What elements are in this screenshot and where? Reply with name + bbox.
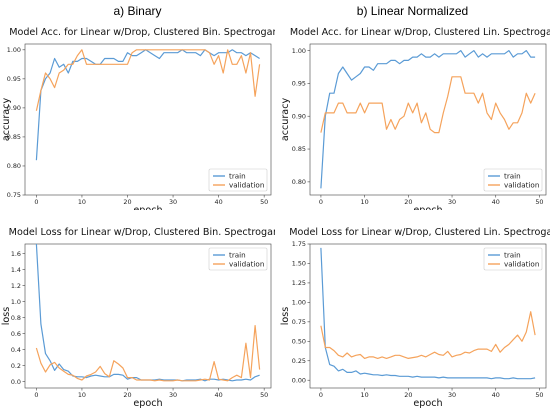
- y-tick-label: 0.25: [292, 357, 306, 365]
- x-tick-label: 10: [78, 198, 86, 206]
- y-tick-label: 1.0: [11, 298, 21, 306]
- x-tick-label: 40: [215, 391, 223, 399]
- x-tick-label: 0: [319, 391, 323, 399]
- x-tick-label: 20: [404, 391, 412, 399]
- y-tick-label: 0.95: [292, 80, 306, 88]
- chart-accuracy-linear: Model Acc. for Linear w/Drop, Clustered …: [280, 27, 550, 210]
- x-tick-label: 30: [448, 198, 456, 206]
- x-axis-label: epoch: [413, 205, 442, 210]
- y-tick-label: 0.90: [7, 104, 21, 112]
- chart-title: Model Loss for Linear w/Drop, Clustered …: [9, 227, 275, 238]
- y-tick-label: 0.75: [7, 191, 21, 199]
- x-axis-label: epoch: [133, 205, 162, 210]
- x-tick-label: 50: [535, 198, 543, 206]
- legend-label-train: train: [229, 172, 246, 181]
- column-title-linear-normalized: b) Linear Normalized: [356, 4, 469, 18]
- series-line-validation: [35, 49, 261, 111]
- x-tick-label: 30: [169, 198, 177, 206]
- y-tick-label: 0.95: [7, 75, 21, 83]
- y-tick-label: 1.00: [7, 46, 21, 54]
- y-tick-label: 1.75: [292, 240, 306, 248]
- x-axis-label: epoch: [413, 398, 442, 409]
- chart-accuracy-binary: Model Acc. for Linear w/Drop, Clustered …: [1, 27, 275, 210]
- y-tick-label: 0.80: [7, 162, 21, 170]
- x-tick-label: 20: [123, 391, 131, 399]
- series-line-validation: [35, 324, 261, 382]
- y-tick-label: 0.50: [292, 337, 306, 345]
- y-tick-label: 0.6: [11, 330, 21, 338]
- series-line-validation: [320, 76, 536, 134]
- y-tick-label: 1.50: [292, 260, 306, 268]
- x-tick-label: 50: [260, 198, 268, 206]
- y-axis-label: loss: [280, 307, 291, 326]
- y-tick-label: 1.2: [11, 282, 21, 290]
- y-tick-label: 0.0: [11, 378, 21, 386]
- x-tick-label: 10: [78, 391, 86, 399]
- x-tick-label: 0: [34, 391, 38, 399]
- chart-loss-binary: Model Loss for Linear w/Drop, Clustered …: [1, 227, 275, 409]
- x-tick-label: 50: [260, 391, 268, 399]
- column-title-binary: a) Binary: [113, 4, 162, 18]
- y-tick-label: 0.8: [11, 314, 21, 322]
- y-tick-label: 0.85: [292, 145, 306, 153]
- y-tick-label: 0.2: [11, 362, 21, 370]
- x-tick-label: 40: [492, 198, 500, 206]
- x-axis-label: epoch: [133, 398, 162, 409]
- y-tick-label: 0.75: [292, 318, 306, 326]
- y-tick-label: 1.00: [292, 47, 306, 55]
- x-tick-label: 40: [215, 198, 223, 206]
- legend-label-validation: validation: [229, 181, 264, 190]
- y-tick-label: 1.00: [292, 299, 306, 307]
- y-tick-label: 0.00: [292, 376, 306, 384]
- series-line-train: [35, 49, 260, 161]
- y-axis-label: accuracy: [280, 98, 291, 142]
- y-tick-label: 0.80: [292, 178, 306, 186]
- x-tick-label: 10: [361, 198, 369, 206]
- chart-title: Model Acc. for Linear w/Drop, Clustered …: [9, 27, 275, 38]
- series-line-train: [320, 50, 536, 189]
- legend-label-validation: validation: [504, 181, 539, 190]
- y-tick-label: 1.6: [11, 250, 21, 258]
- legend-label-train: train: [229, 251, 246, 260]
- x-tick-label: 20: [123, 198, 131, 206]
- series-line-train: [320, 247, 536, 380]
- y-tick-label: 0.4: [11, 346, 21, 354]
- x-tick-label: 30: [448, 391, 456, 399]
- chart-title: Model Loss for Linear w/Drop, Clustered …: [289, 227, 550, 238]
- y-tick-label: 0.90: [292, 112, 306, 120]
- y-tick-label: 0.85: [7, 133, 21, 141]
- y-axis-label: accuracy: [1, 98, 12, 142]
- chart-loss-linear: Model Loss for Linear w/Drop, Clustered …: [280, 227, 550, 409]
- legend-label-train: train: [504, 251, 521, 260]
- legend-label-validation: validation: [504, 260, 539, 269]
- x-tick-label: 0: [34, 198, 38, 206]
- legend-label-validation: validation: [229, 260, 264, 269]
- x-tick-label: 10: [361, 391, 369, 399]
- y-tick-label: 1.25: [292, 279, 306, 287]
- x-tick-label: 20: [404, 198, 412, 206]
- legend-label-train: train: [504, 172, 521, 181]
- chart-title: Model Acc. for Linear w/Drop, Clustered …: [290, 27, 550, 38]
- x-tick-label: 40: [492, 391, 500, 399]
- series-line-validation: [320, 311, 536, 359]
- y-axis-label: loss: [1, 307, 12, 326]
- x-tick-label: 0: [319, 198, 323, 206]
- x-tick-label: 30: [169, 391, 177, 399]
- y-tick-label: 1.4: [11, 266, 21, 274]
- x-tick-label: 50: [535, 391, 543, 399]
